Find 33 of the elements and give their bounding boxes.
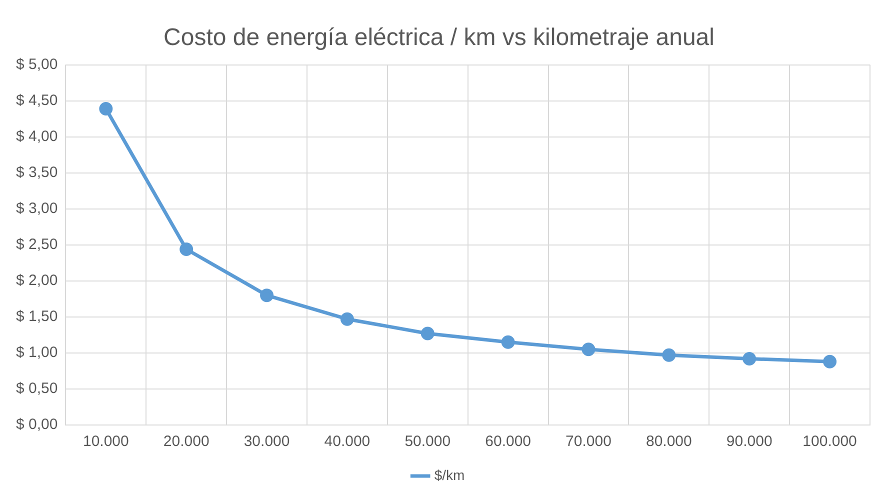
y-tick-label: $ 3,00 [16,200,58,218]
y-tick-label: $ 0,50 [16,380,58,398]
point [260,288,274,302]
y-tick-label: $ 2,00 [16,272,58,290]
x-tick-label: 10.000 [82,433,129,450]
y-tick-label: $ 1,00 [16,344,58,362]
y-tick-label: $ 3,50 [16,164,58,181]
y-tick-label: $ 5,00 [16,56,58,73]
x-tick-label: 20.000 [163,433,210,450]
x-tick-label: 50.000 [404,433,451,450]
y-tick-label: $ 0,00 [16,416,58,434]
x-tick-label: 40.000 [324,433,370,450]
y-tick-label: $ 2,50 [16,236,58,254]
y-tick-label: $ 1,50 [16,308,58,326]
y-tick-label: $ 4,00 [16,128,58,145]
point [99,102,113,116]
point [180,242,194,256]
point [420,326,434,340]
point [662,348,676,362]
x-tick-label: 100.000 [802,433,857,450]
x-tick-label: 80.000 [646,433,692,450]
point [582,342,596,356]
point [501,335,515,349]
x-tick-label: 30.000 [244,433,290,450]
x-tick-label: 60.000 [485,433,532,450]
chart-title: Costo de energía eléctrica / km vs kilometraje anual [164,24,714,52]
point [742,352,756,366]
legend-label: $/km [434,466,465,483]
x-tick-label: 70.000 [566,433,612,450]
point [340,312,354,326]
point [823,354,837,368]
y-tick-label: $ 4,50 [16,92,58,109]
x-tick-label: 90.000 [726,433,772,450]
